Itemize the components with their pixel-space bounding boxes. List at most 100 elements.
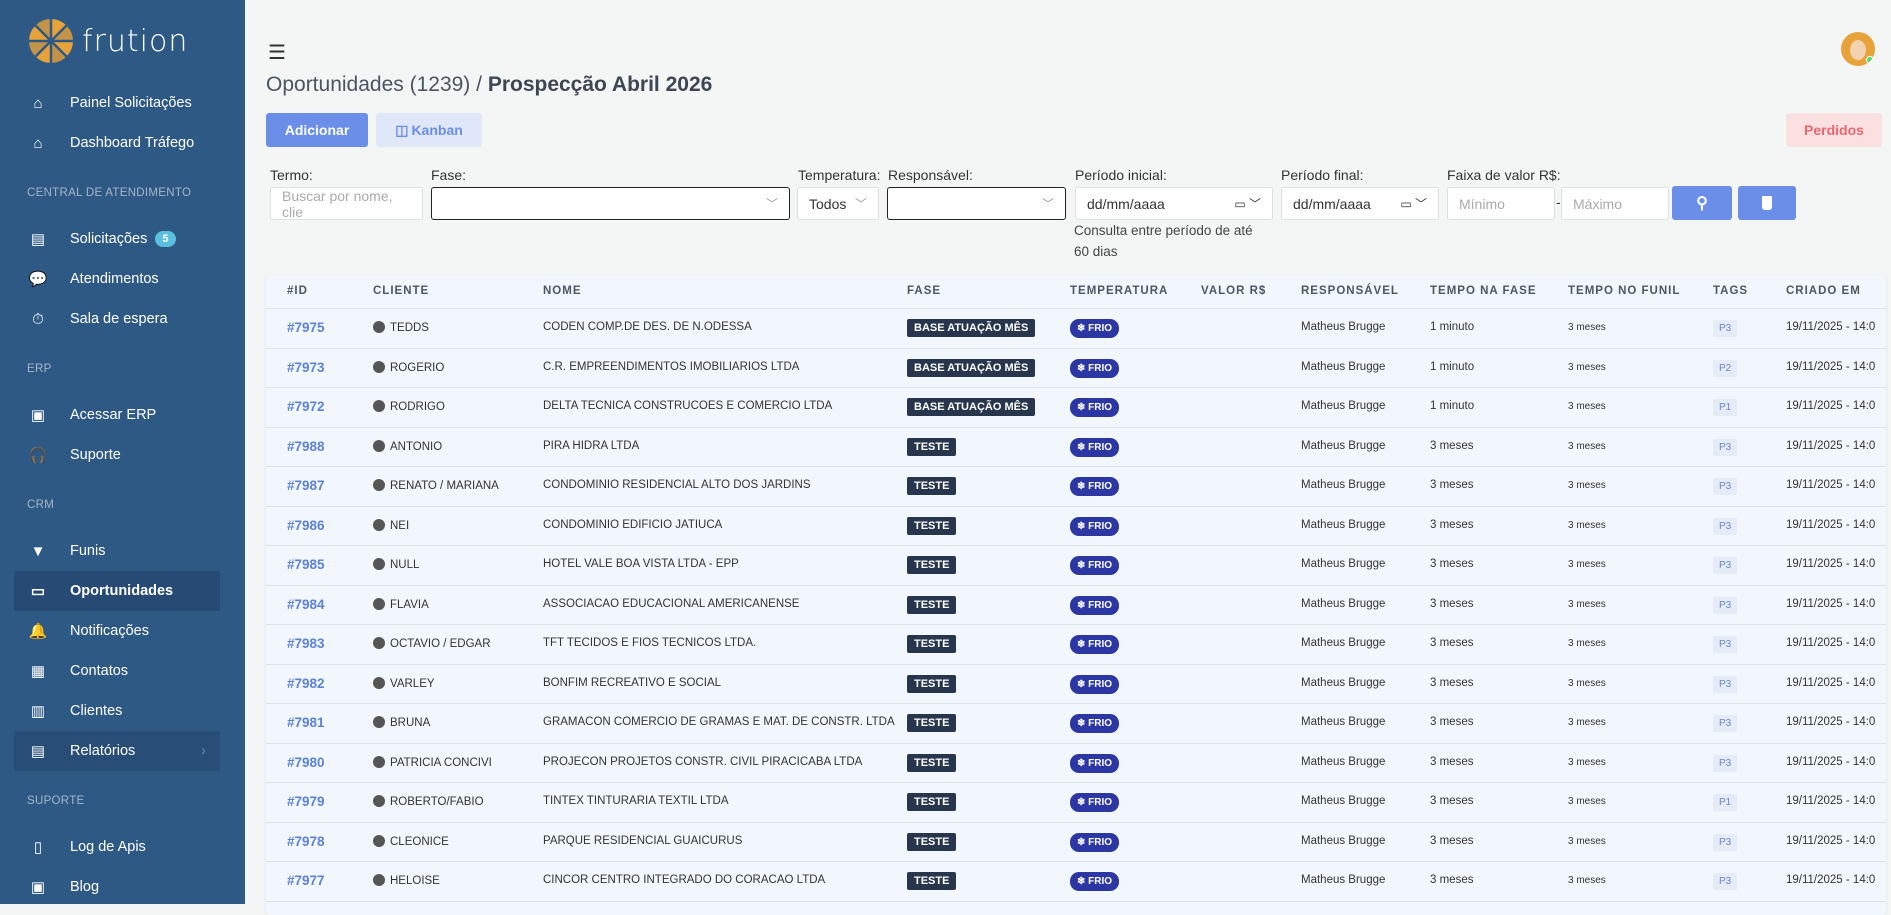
- opportunity-id-link[interactable]: #7975: [287, 320, 325, 335]
- periodo-final-input[interactable]: dd/mm/aaaa ▭ ﹀: [1281, 187, 1439, 220]
- opportunity-id-link[interactable]: #7982: [287, 676, 325, 691]
- opportunity-id-link[interactable]: #7987: [287, 478, 325, 493]
- sidebar-item-oportunidades[interactable]: ▭ Oportunidades: [14, 571, 220, 611]
- table-row[interactable]: #7973 ROGERIO C.R. EMPREENDIMENTOS IMOBILI…: [266, 349, 1886, 388]
- opportunity-id-link[interactable]: #7981: [287, 715, 325, 730]
- table-row[interactable]: #7985 NULL HOTEL VALE BOA VISTA LTDA - EPP…: [266, 546, 1886, 586]
- sidebar-item-label: Notificações: [70, 623, 149, 639]
- opportunity-id-link[interactable]: #7983: [287, 636, 325, 651]
- responsible-text: Matheus Brugge: [1301, 321, 1386, 333]
- opportunity-id-link[interactable]: #7986: [287, 518, 325, 533]
- temperature-badge: ❄ FRIO: [1070, 556, 1120, 575]
- range-separator: -: [1556, 194, 1561, 210]
- table-row[interactable]: #7972 RODRIGO DELTA TECNICA CONSTRUCOES E …: [266, 388, 1886, 428]
- bell-icon: 🔔: [28, 623, 48, 640]
- opportunity-id-link-text: #7973: [287, 359, 325, 375]
- table-row[interactable]: #7979 ROBERTO/FABIO TINTEX TINTURARIA TEXT…: [266, 783, 1886, 823]
- table-row[interactable]: #7982 VARLEY BONFIM RECREATIVO E SOCIAL TES…: [266, 665, 1886, 704]
- periodo-inicial-input[interactable]: dd/mm/aaaa ▭ ﹀: [1075, 187, 1273, 220]
- sidebar-item-suporte[interactable]: 🎧 Suporte: [14, 435, 220, 475]
- column-header[interactable]: RESPONSÁVEL: [1301, 285, 1399, 297]
- phase-badge: TESTE: [907, 872, 957, 890]
- kanban-button[interactable]: ◫ Kanban: [376, 113, 482, 147]
- sidebar-section-header: CRM: [27, 499, 55, 511]
- opportunity-id-link[interactable]: #7973: [287, 360, 325, 375]
- opportunity-name: TINTEX TINTURARIA TEXTIL LTDA: [543, 795, 729, 807]
- sidebar-item-sala-de-espera[interactable]: ⏱ Sala de espera: [14, 299, 220, 339]
- responsavel-select[interactable]: ﹀: [887, 187, 1066, 220]
- menu-toggle-icon[interactable]: ☰: [268, 42, 286, 64]
- chart-icon: ▣: [30, 407, 46, 424]
- responsible-text: Matheus Brugge: [1301, 795, 1386, 807]
- temperatura-select[interactable]: Todos ﹀: [797, 187, 879, 220]
- clear-filters-button[interactable]: [1738, 186, 1796, 220]
- logo[interactable]: frution: [28, 18, 188, 64]
- valor-max-input[interactable]: Máximo: [1561, 187, 1669, 220]
- avatar[interactable]: [1841, 32, 1875, 66]
- sidebar-item-dashboard-trafego[interactable]: ⌂ Dashboard Tráfego: [14, 123, 220, 163]
- opportunity-id-link[interactable]: #7984: [287, 597, 325, 612]
- table-row[interactable]: #7975 TEDDS CODEN COMP.DE DES. DE N.ODESSA…: [266, 309, 1886, 349]
- fase-select[interactable]: ﹀: [431, 187, 790, 220]
- column-header[interactable]: VALOR R$: [1201, 285, 1267, 297]
- sidebar-item-blog[interactable]: ▣ Blog: [14, 867, 220, 907]
- sidebar-item-relatorios[interactable]: ▤ Relatórios ›: [14, 731, 220, 771]
- column-header[interactable]: TAGS: [1713, 285, 1749, 297]
- table-row[interactable]: #7977 HELOISE CINCOR CENTRO INTEGRADO DO C…: [266, 862, 1886, 902]
- opportunity-name: CINCOR CENTRO INTEGRADO DO CORACAO LTDA: [543, 874, 825, 886]
- table-row[interactable]: #7988 ANTONIO PIRA HIDRA LTDA TESTE ❄ FRIO Ma…: [266, 428, 1886, 467]
- time-in-funnel: 3 meses: [1568, 362, 1606, 373]
- opportunity-id-link[interactable]: #7978: [287, 834, 325, 849]
- column-header[interactable]: TEMPO NA FASE: [1430, 285, 1537, 297]
- min-placeholder: Mínimo: [1459, 195, 1505, 212]
- calendar-icon[interactable]: ▭ ﹀: [1234, 197, 1261, 211]
- sidebar-item-notificacoes[interactable]: 🔔 Notificações: [14, 611, 220, 651]
- add-button[interactable]: Adicionar: [266, 113, 368, 147]
- table-row[interactable]: #7980 PATRICIA CONCIVI PROJECON PROJETOS C…: [266, 744, 1886, 783]
- column-header[interactable]: TEMPO NO FUNIL: [1568, 285, 1681, 297]
- client-name-text: ROGERIO: [390, 361, 445, 374]
- table-row[interactable]: #7986 NEI CONDOMINIO EDIFICIO JATIUCA TESTE…: [266, 507, 1886, 546]
- tag-badge: P2: [1713, 359, 1738, 377]
- tag-badge: P3: [1713, 596, 1738, 614]
- lost-button[interactable]: Perdidos: [1786, 113, 1882, 147]
- calendar-icon[interactable]: ▭ ﹀: [1400, 197, 1427, 211]
- time-in-phase: 3 meses: [1430, 479, 1473, 491]
- time-in-phase: 3 meses: [1430, 835, 1473, 847]
- column-header[interactable]: CRIADO EM: [1786, 285, 1861, 297]
- time-in-phase: 3 meses: [1430, 519, 1473, 531]
- tag-badge-text: P2: [1719, 362, 1732, 374]
- table-row[interactable]: #7984 FLAVIA ASSOCIACAO EDUCACIONAL AMERIC…: [266, 586, 1886, 625]
- column-header[interactable]: FASE: [907, 285, 942, 297]
- termo-input[interactable]: Buscar por nome, clie: [270, 187, 423, 220]
- sidebar-item-atendimentos[interactable]: 💬 Atendimentos: [14, 259, 220, 299]
- fase-label: Fase:: [431, 167, 467, 183]
- table-row[interactable]: #7983 OCTAVIO / EDGAR TFT TECIDOS E FIOS T…: [266, 625, 1886, 665]
- search-button[interactable]: ⚲: [1672, 186, 1732, 220]
- table-row[interactable]: #7978 CLEONICE PARQUE RESIDENCIAL GUAICURU…: [266, 823, 1886, 862]
- opportunity-id-link[interactable]: #7977: [287, 873, 325, 888]
- opportunity-id-link[interactable]: #7972: [287, 399, 325, 414]
- sidebar-item-funis[interactable]: ▼ Funis: [14, 531, 220, 571]
- sidebar-item-log-de-apis[interactable]: ▯ Log de Apis: [14, 827, 220, 867]
- column-header[interactable]: NOME: [543, 285, 582, 297]
- opportunity-id-link[interactable]: #7980: [287, 755, 325, 770]
- column-header[interactable]: #ID: [287, 285, 308, 297]
- sidebar-item-acessar-erp[interactable]: ▣ Acessar ERP: [14, 395, 220, 435]
- sidebar-item-painel-solicitacoes[interactable]: ⌂ Painel Solicitações: [14, 83, 220, 123]
- table-row[interactable]: #7981 BRUNA GRAMACON COMERCIO DE GRAMAS E …: [266, 704, 1886, 744]
- sidebar-item-clientes[interactable]: ▥ Clientes: [14, 691, 220, 731]
- temperature-badge: ❄ FRIO: [1070, 832, 1120, 852]
- column-header[interactable]: CLIENTE: [373, 285, 430, 297]
- table-row[interactable]: #7987 RENATO / MARIANA CONDOMINIO RESIDENC…: [266, 467, 1886, 507]
- sidebar-item-contatos[interactable]: ▦ Contatos: [14, 651, 220, 691]
- sidebar-item-solicitacoes[interactable]: ▤ Solicitações 5: [14, 219, 220, 259]
- responsible: Matheus Brugge: [1301, 716, 1385, 728]
- opportunity-id-link[interactable]: #7979: [287, 794, 325, 809]
- opportunity-id-link[interactable]: #7988: [287, 439, 325, 454]
- valor-min-input[interactable]: Mínimo: [1447, 187, 1555, 220]
- sidebar-item-label: Contatos: [70, 663, 129, 679]
- column-header[interactable]: TEMPERATURA: [1070, 285, 1169, 297]
- phase-badge-text: TESTE: [914, 875, 950, 887]
- opportunity-id-link[interactable]: #7985: [287, 557, 325, 572]
